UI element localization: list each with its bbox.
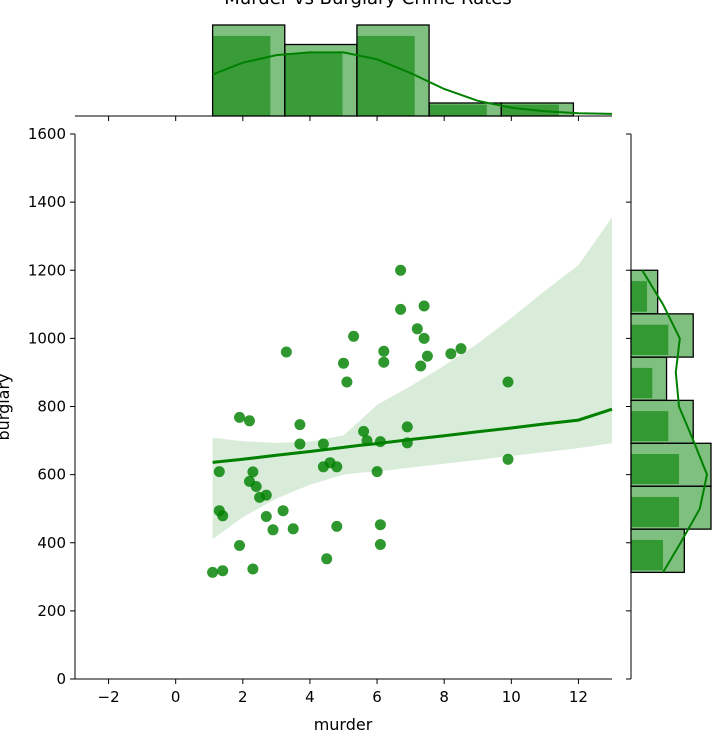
top-marginal-histogram: [75, 24, 613, 121]
scatter-point: [207, 566, 219, 578]
scatter-point: [418, 300, 430, 312]
right-hist-inner-bar: [631, 496, 679, 527]
scatter-point: [341, 376, 353, 388]
x-axis-label: murder: [314, 715, 373, 734]
x-tick-label: 6: [372, 688, 382, 706]
scatter-point: [338, 357, 349, 369]
right-marginal-histogram: [626, 133, 712, 680]
top-hist-inner-bar: [429, 104, 487, 116]
x-tick-label: 10: [502, 688, 521, 706]
scatter-point: [502, 376, 514, 388]
scatter-point: [244, 415, 255, 427]
right-hist-inner-bar: [631, 454, 679, 485]
right-hist-inner-bar: [631, 281, 647, 312]
y-tick-label: 600: [37, 466, 66, 484]
y-tick-label: 200: [37, 602, 66, 620]
scatter-point: [280, 346, 292, 358]
scatter-point: [348, 330, 360, 342]
scatter-point: [378, 356, 390, 368]
top-hist-inner-bar: [284, 53, 343, 116]
scatter-point: [317, 438, 329, 450]
x-tick-label: 4: [305, 688, 315, 706]
scatter-point: [445, 348, 457, 360]
x-tick-label: 0: [171, 688, 181, 706]
scatter-point: [260, 489, 272, 501]
scatter-point: [234, 411, 245, 423]
scatter-point: [247, 563, 259, 575]
scatter-point: [250, 481, 262, 492]
scatter-point: [411, 323, 423, 335]
scatter-point: [401, 421, 413, 433]
scatter-point: [395, 303, 407, 315]
scatter-point: [217, 565, 229, 577]
scatter-point: [287, 523, 299, 535]
scatter-point: [213, 466, 225, 478]
y-tick-label: 1600: [28, 125, 66, 143]
scatter-point: [418, 332, 430, 344]
scatter-point: [267, 524, 279, 536]
y-tick-label: 400: [37, 534, 66, 552]
top-hist-inner-bar: [356, 35, 415, 116]
top-hist-inner-bar: [212, 35, 271, 116]
scatter-point: [294, 419, 306, 431]
confidence-band: [212, 217, 612, 540]
x-tick-label: 2: [238, 688, 248, 706]
right-hist-inner-bar: [631, 411, 669, 442]
scatter-point: [321, 553, 333, 565]
scatter-point: [217, 510, 229, 522]
scatter-point: [371, 466, 383, 478]
right-hist-inner-bar: [631, 324, 669, 355]
y-tick-label: 1200: [28, 261, 66, 279]
x-tick-label: 12: [569, 688, 588, 706]
right-hist-inner-bar: [631, 367, 653, 399]
scatter-point: [294, 438, 306, 450]
scatter-point: [358, 425, 370, 437]
scatter-point: [331, 520, 343, 532]
y-tick-label: 0: [56, 670, 66, 688]
y-tick-label: 800: [37, 398, 66, 416]
main-scatter-plot: −2 0 2 4 6 8 10 12 0 200 400 600 800 1000 1200 1400 1600: [28, 125, 613, 706]
right-kde-curve: [641, 269, 709, 573]
scatter-point: [415, 360, 427, 372]
scatter-point: [277, 505, 289, 517]
scatter-point: [395, 264, 407, 276]
scatter-point: [234, 540, 245, 551]
scatter-point: [502, 453, 514, 465]
top-kde-curve: [212, 51, 613, 115]
y-tick-label: 1400: [28, 193, 66, 211]
regression-line: [212, 407, 613, 464]
scatter-point: [247, 466, 259, 478]
scatter-point: [378, 345, 390, 357]
scatter-point: [331, 461, 343, 473]
scatter-point: [455, 343, 467, 355]
scatter-point: [421, 350, 433, 362]
scatter-point: [260, 511, 272, 522]
right-hist-inner-bar: [631, 539, 663, 571]
x-tick-label: 8: [439, 688, 449, 706]
scatter-point: [374, 539, 386, 550]
chart-title: Murder vs Burglary Crime Rates: [224, 0, 511, 9]
scatter-point: [374, 519, 386, 531]
y-tick-label: 1000: [28, 329, 66, 347]
x-tick-label: −2: [98, 688, 120, 706]
y-axis-label: burglary: [0, 373, 13, 440]
